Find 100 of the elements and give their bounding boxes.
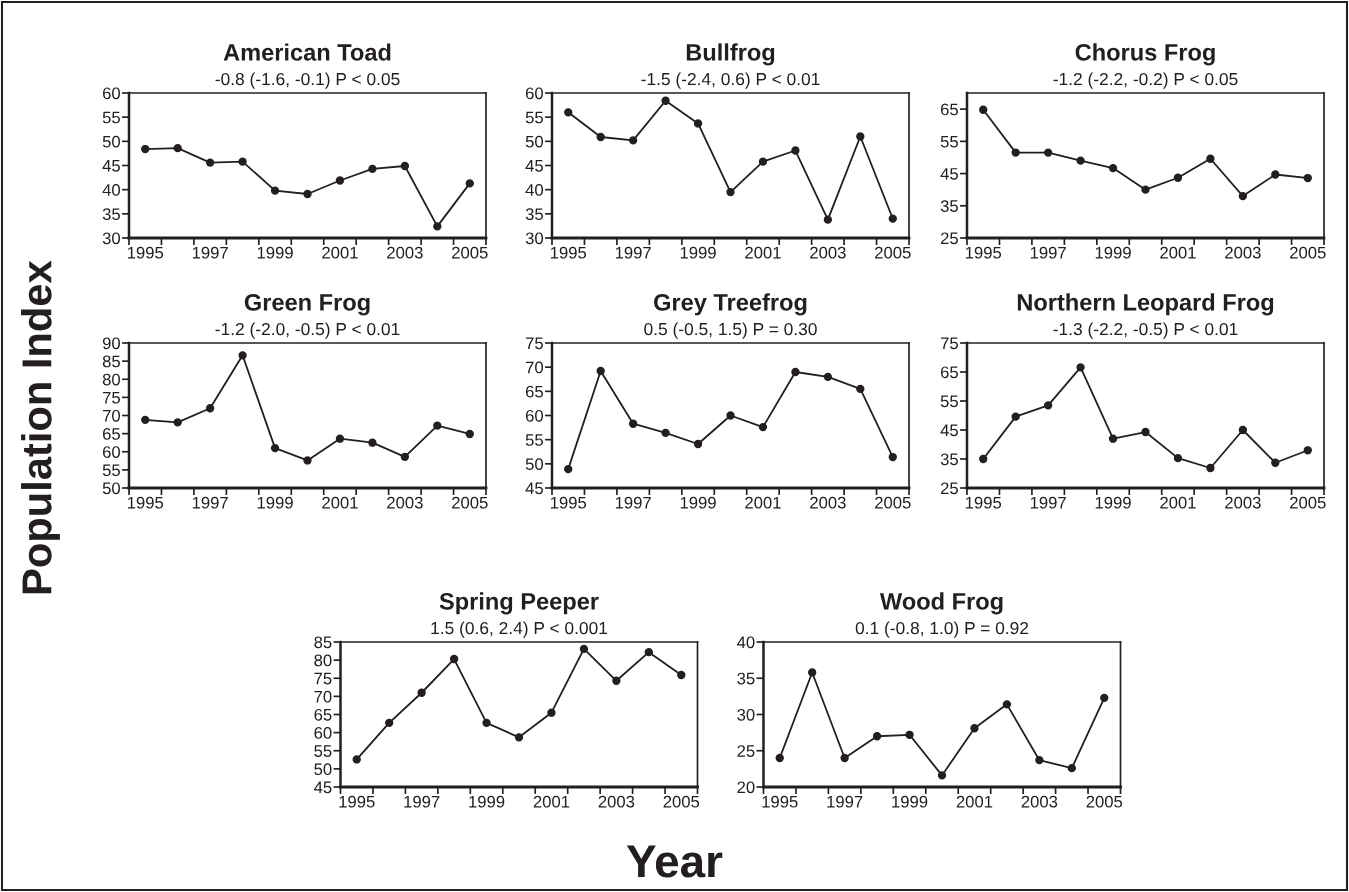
point [758, 422, 768, 432]
y-tick-label: 35 [525, 208, 543, 221]
x-tick-label: 1995 [127, 246, 164, 259]
point [661, 428, 670, 438]
x-tick-label: 2003 [810, 246, 846, 259]
chart-title: Wood Frog [879, 592, 1003, 615]
point [1011, 148, 1020, 157]
point [433, 222, 442, 231]
point [726, 187, 735, 197]
y-tick-label: 30 [525, 232, 544, 245]
point [1076, 156, 1085, 165]
chart-subtitle: -1.3 (-2.2, -0.5) P < 0.01 [1053, 322, 1238, 339]
chart-subtitle: 0.1 (-0.8, 1.0) P = 0.92 [855, 621, 1029, 638]
x-tick-label: 2005 [875, 496, 911, 509]
point [449, 654, 459, 664]
point [612, 676, 621, 685]
point [1002, 700, 1012, 709]
x-tick-label: 2001 [322, 246, 358, 259]
x-tick-label: 1995 [550, 496, 587, 509]
point [465, 179, 474, 188]
point [856, 132, 865, 141]
x-tick-label: 2003 [1225, 496, 1261, 509]
point [564, 108, 573, 117]
x-tick-label: 1997 [1030, 496, 1066, 509]
point [205, 404, 215, 413]
x-tick-label: 1999 [680, 246, 716, 259]
y-tick-label: 65 [314, 708, 332, 721]
point [482, 718, 491, 728]
chart-subtitle: -1.5 (-2.4, 0.6) P < 0.01 [641, 72, 820, 89]
y-tick-label: 45 [102, 160, 120, 172]
y-tick-label: 70 [102, 409, 121, 422]
point [823, 215, 833, 224]
y-tick-label: 65 [940, 366, 958, 379]
chart-subtitle: 0.5 (-0.5, 1.5) P = 0.30 [644, 322, 817, 339]
chart-subtitle: -1.2 (-2.0, -0.5) P < 0.01 [215, 322, 400, 339]
chart-subtitle: -1.2 (-2.2, -0.2) P < 0.05 [1053, 72, 1238, 89]
x-tick-label: 1999 [892, 795, 928, 808]
y-tick-label: 45 [314, 781, 332, 794]
point [1108, 434, 1118, 443]
point [905, 730, 914, 739]
chart-subtitle: 1.5 (0.6, 2.4) P < 0.001 [431, 621, 608, 638]
x-tick-label: 2003 [387, 496, 423, 509]
point [270, 186, 280, 195]
point [1100, 693, 1109, 702]
point [400, 161, 410, 171]
point [1206, 463, 1215, 473]
point [726, 411, 735, 420]
y-tick-label: 60 [525, 409, 544, 422]
point [270, 443, 280, 453]
x-tick-label: 1995 [762, 795, 798, 808]
y-tick-label: 75 [102, 391, 120, 404]
point [775, 753, 784, 763]
x-tick-label: 1997 [1030, 246, 1066, 259]
y-tick-label: 90 [102, 337, 121, 350]
y-tick-label: 65 [102, 428, 120, 440]
x-tick-label: 1999 [680, 496, 716, 509]
y-tick-label: 75 [314, 672, 332, 685]
y-tick-label: 85 [314, 636, 332, 649]
y-tick-label: 50 [525, 458, 544, 471]
y-tick-label: 75 [940, 337, 958, 350]
x-tick-label: 2001 [956, 795, 993, 808]
chart-title: Northern Leopard Frog [1017, 293, 1274, 316]
y-tick-label: 45 [940, 168, 958, 180]
point [1011, 412, 1020, 421]
point [335, 176, 345, 185]
point [791, 146, 800, 155]
chart-title: American Toad [223, 43, 391, 61]
x-tick-label: 2003 [598, 795, 635, 808]
y-tick-label: 60 [102, 446, 121, 458]
y-tick-label: 70 [525, 361, 544, 374]
y-tick-label: 65 [525, 385, 543, 398]
y-tick-label: 35 [940, 200, 958, 212]
point [417, 688, 426, 697]
point [872, 732, 882, 741]
y-tick-label: 20 [737, 781, 755, 794]
y-tick-label: 40 [525, 184, 544, 196]
x-tick-label: 1999 [469, 795, 505, 808]
x-tick-label: 1997 [192, 246, 228, 259]
y-tick-label: 70 [314, 690, 332, 703]
point [579, 644, 589, 654]
y-tick-label: 80 [314, 654, 332, 667]
x-tick-label: 2005 [452, 496, 488, 509]
x-tick-label: 2005 [1086, 795, 1123, 808]
y-tick-label: 50 [314, 763, 332, 776]
point [888, 214, 897, 223]
y-tick-label: 45 [940, 424, 958, 437]
y-tick-label: 60 [314, 727, 332, 739]
point [856, 384, 865, 394]
x-tick-label: 1997 [615, 246, 651, 259]
x-tick-label: 1999 [257, 496, 293, 509]
x-tick-label: 2005 [452, 246, 488, 259]
y-tick-label: 45 [525, 160, 543, 172]
point [1043, 401, 1053, 410]
y-tick-label: 40 [102, 184, 121, 196]
x-tick-label: 2005 [663, 795, 700, 808]
point [547, 708, 556, 717]
point [970, 724, 979, 733]
x-tick-label: 1997 [827, 795, 863, 808]
x-tick-label: 1999 [1095, 496, 1131, 509]
y-tick-label: 55 [940, 395, 958, 408]
